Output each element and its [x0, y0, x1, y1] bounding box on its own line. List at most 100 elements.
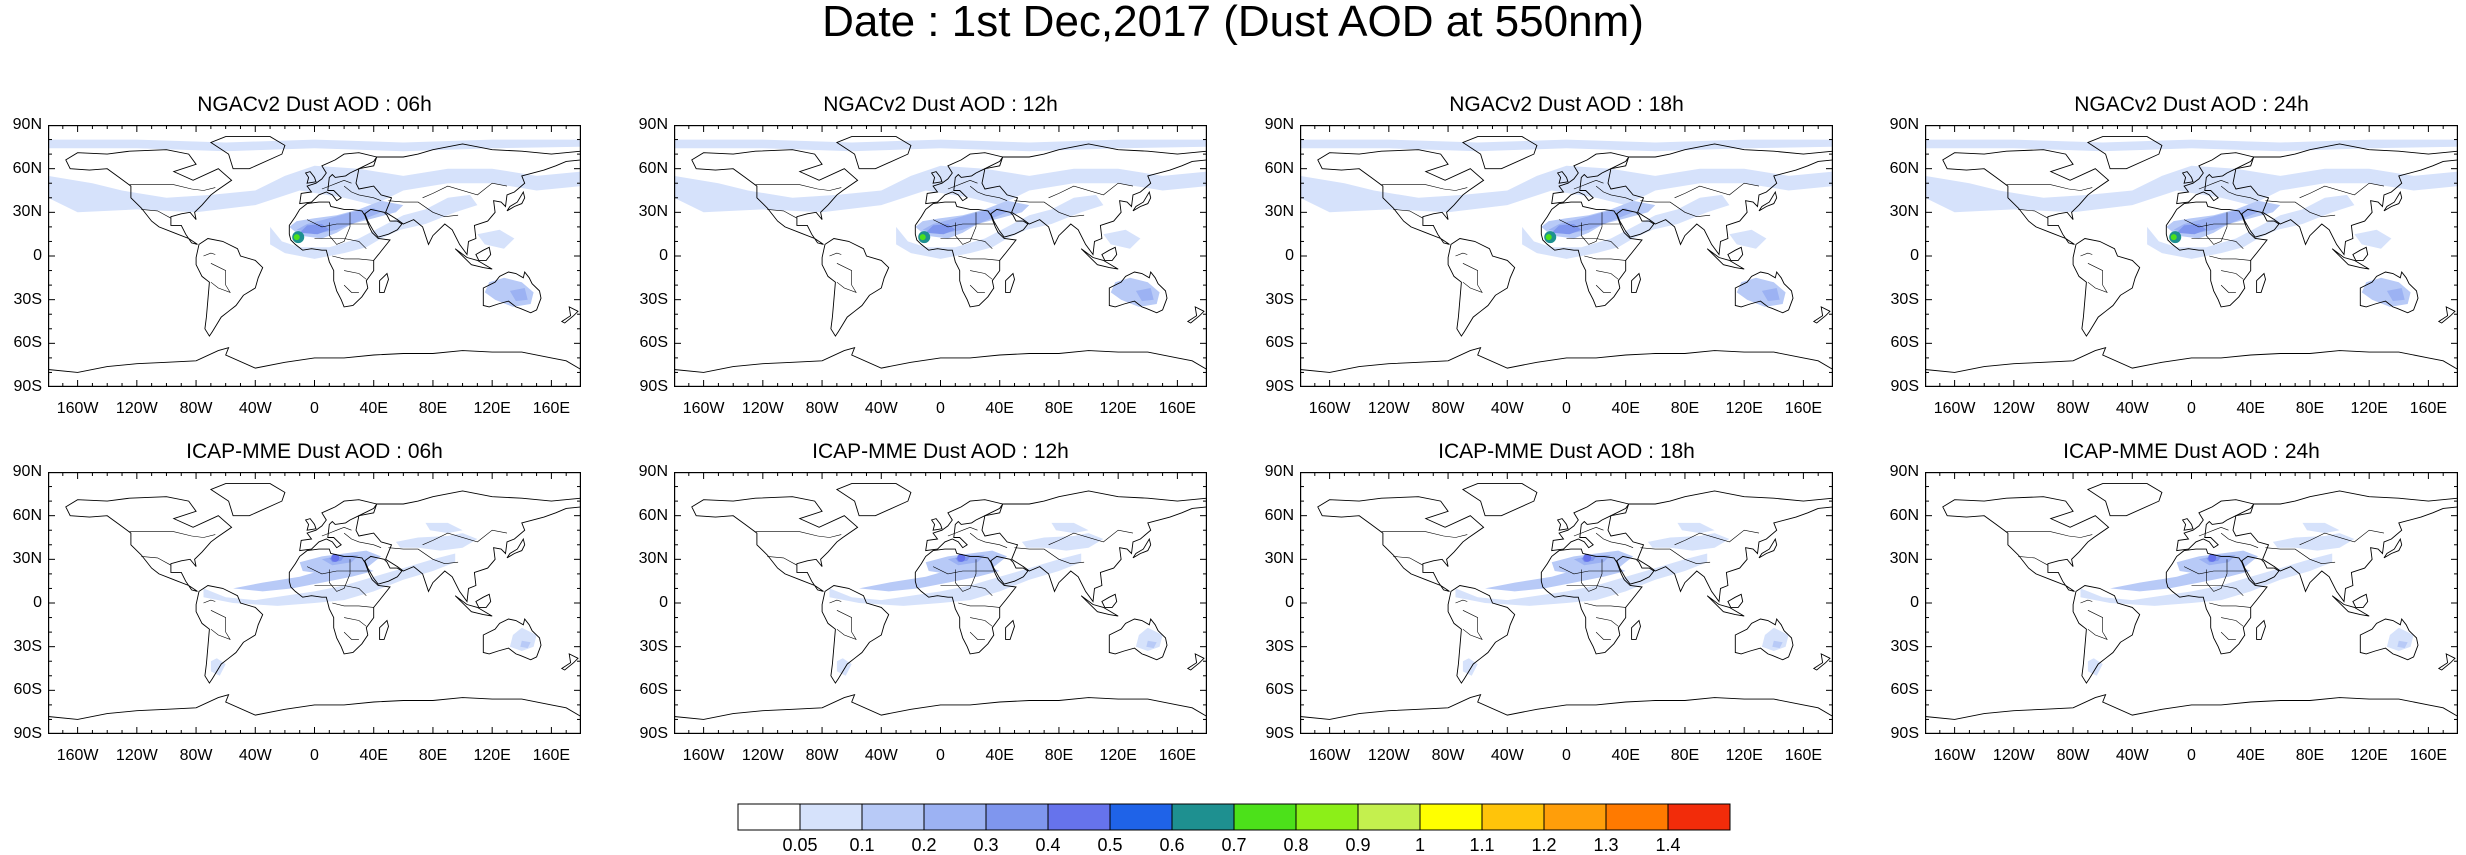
coastline: [1447, 585, 1516, 684]
aod-hotspot: [293, 234, 300, 241]
country-border: [1462, 263, 1483, 293]
lon-tick-label: 120W: [115, 747, 158, 764]
aod-contour: [1300, 139, 1833, 152]
aod-contour: [1462, 658, 1478, 676]
lon-tick-label: 40E: [359, 747, 388, 764]
lat-tick-label: 60N: [1889, 506, 1919, 524]
country-border: [1014, 547, 1085, 565]
lat-tick-label: 90N: [638, 463, 668, 480]
lat-tick-label: 0: [1910, 594, 1919, 611]
aod-contour: [1051, 522, 1089, 534]
lon-tick-label: 160E: [1158, 747, 1197, 764]
coastline: [288, 201, 391, 308]
coastline: [560, 306, 579, 324]
country-border: [2209, 602, 2251, 608]
lon-tick-label: 120W: [741, 747, 784, 764]
country-border: [1573, 179, 1604, 190]
lon-tick-label: 0: [2187, 747, 2196, 764]
coastline: [364, 555, 403, 585]
coastline: [1540, 201, 1643, 308]
colorbar-label: 0.6: [1159, 835, 1185, 855]
aod-contour: [484, 277, 534, 307]
coastlines: [48, 136, 581, 373]
coastline: [2383, 537, 2403, 559]
coastline: [1132, 190, 1152, 212]
lon-tick-label: 0: [1562, 400, 1571, 417]
coastline: [2176, 499, 2255, 552]
aod-contour: [2386, 288, 2405, 302]
coastline: [2086, 136, 2163, 170]
coastline: [821, 585, 890, 684]
country-border: [1595, 185, 1634, 201]
aod-contour: [520, 640, 531, 649]
colorbar-label: 1.4: [1655, 835, 1681, 855]
country-border: [343, 185, 382, 201]
country-border: [1573, 526, 1604, 537]
colorbar-label: 1: [1414, 835, 1425, 855]
country-border: [344, 270, 367, 280]
country-border: [1381, 531, 1468, 538]
lat-tick-label: 30N: [1264, 550, 1294, 568]
country-border: [2183, 566, 2247, 575]
aod-contour: [210, 658, 226, 676]
country-border: [2220, 284, 2236, 293]
coastline: [981, 490, 1207, 603]
panel-title: NGACv2 Dust AOD : 24h: [2074, 93, 2309, 116]
coastline: [379, 272, 389, 293]
aod-contour: [1772, 640, 1783, 649]
panel-title: NGACv2 Dust AOD : 06h: [197, 93, 432, 116]
lat-tick-label: 90N: [1264, 116, 1294, 133]
lat-tick-label: 60S: [13, 334, 42, 352]
coastline: [454, 248, 493, 270]
coastline: [1942, 149, 2110, 245]
lon-tick-label: 80E: [418, 400, 448, 417]
coastlines: [48, 483, 581, 720]
aod-contour: [1677, 522, 1715, 534]
lon-tick-label: 80W: [1431, 400, 1465, 417]
coastline: [691, 496, 859, 592]
lon-tick-label: 160E: [1158, 400, 1197, 417]
map-border: [1925, 125, 2458, 387]
aod-contour: [1135, 288, 1154, 302]
country-border: [2221, 270, 2244, 280]
coastline: [2181, 518, 2194, 531]
country-border: [1580, 212, 1603, 245]
coastline: [2383, 190, 2403, 212]
panel-title: NGACv2 Dust AOD : 12h: [823, 93, 1058, 116]
aod-hotspot: [331, 553, 340, 562]
colorbar-swatch: [799, 803, 863, 831]
lat-tick-label: 90N: [12, 463, 42, 480]
aod-contour: [1103, 229, 1141, 249]
lon-tick-label: 120E: [473, 747, 511, 764]
lat-tick-label: 30S: [639, 637, 668, 655]
country-border: [836, 610, 857, 640]
coastlines: [1300, 483, 1833, 720]
coastline: [2086, 483, 2163, 517]
aod-contour: [1551, 224, 1582, 235]
coastline: [65, 496, 233, 592]
lon-tick-label: 40W: [864, 747, 898, 764]
lon-tick-label: 160W: [1933, 400, 1976, 417]
country-border: [1393, 209, 1424, 219]
aod-contour: [1761, 288, 1780, 302]
panel-title: ICAP-MME Dust AOD : 12h: [812, 440, 1069, 463]
country-border: [1584, 255, 1626, 261]
lat-tick-label: 60N: [12, 159, 42, 177]
coastline: [560, 653, 579, 671]
country-border: [1596, 617, 1619, 627]
coastline: [195, 238, 264, 337]
dust-aod-field: [1300, 139, 1833, 307]
lon-tick-label: 80W: [805, 747, 839, 764]
country-border: [2299, 182, 2385, 199]
country-border: [321, 179, 352, 190]
aod-contour: [896, 194, 1104, 259]
coastline: [1706, 595, 1745, 617]
coastline: [1005, 619, 1015, 640]
country-border: [203, 599, 216, 604]
coastline: [1734, 270, 1794, 314]
country-border: [332, 255, 374, 261]
colorbar-swatch: [1233, 803, 1297, 831]
coastline: [1186, 653, 1205, 671]
colorbar-swatch: [1171, 803, 1235, 831]
colorbar-swatch: [1543, 803, 1607, 831]
